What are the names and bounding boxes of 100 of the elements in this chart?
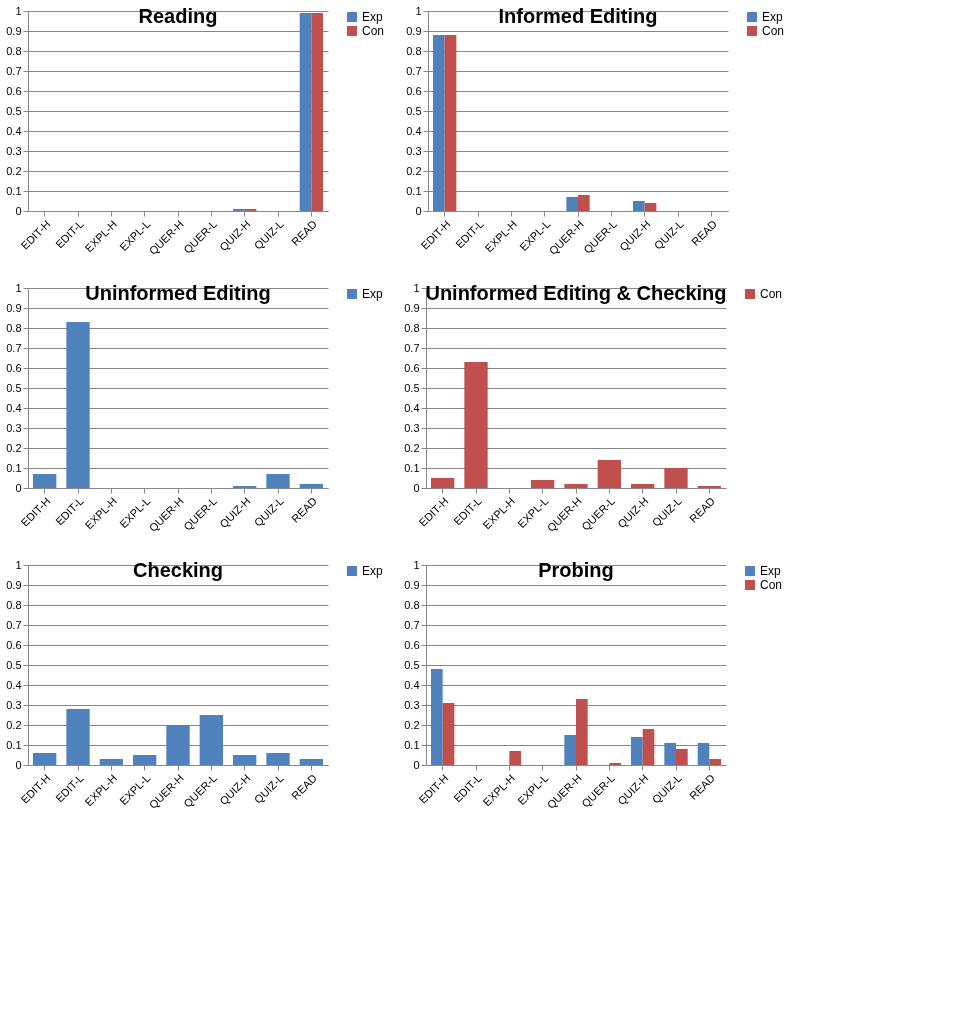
y-tick-label: 0.6 xyxy=(6,84,22,97)
y-tick-label: 0.7 xyxy=(6,64,22,77)
bar xyxy=(266,474,290,488)
y-tick-label: 0 xyxy=(415,204,422,217)
y-tick-label: 0.8 xyxy=(404,321,420,334)
legend-label: Con xyxy=(762,24,785,38)
y-tick-label: 0.2 xyxy=(404,718,420,731)
legend-label: Con xyxy=(760,287,783,301)
y-tick-label: 0.3 xyxy=(404,421,420,434)
y-tick-label: 1 xyxy=(15,4,22,17)
bar xyxy=(709,759,721,765)
y-tick-label: 0.6 xyxy=(406,84,422,97)
legend-label: Exp xyxy=(762,10,783,24)
bar xyxy=(531,480,555,488)
y-tick-label: 0.1 xyxy=(404,738,420,751)
y-tick-label: 0.2 xyxy=(406,164,422,177)
y-tick-label: 0.3 xyxy=(6,698,22,711)
bar xyxy=(444,35,457,211)
y-tick-label: 0 xyxy=(15,758,22,771)
bar xyxy=(133,755,157,765)
y-tick-label: 0.5 xyxy=(406,104,422,117)
y-tick-label: 0.9 xyxy=(6,301,22,314)
y-tick-label: 0.2 xyxy=(6,441,22,454)
y-tick-label: 0.7 xyxy=(6,618,22,631)
bar xyxy=(697,743,710,765)
y-tick-label: 1 xyxy=(15,281,22,294)
bar xyxy=(676,749,688,765)
bar xyxy=(633,201,645,211)
chart-title: Uninformed Editing xyxy=(85,282,271,304)
bar xyxy=(442,703,455,765)
y-tick-label: 0.5 xyxy=(6,658,22,671)
y-tick-label: 0.7 xyxy=(6,341,22,354)
bar xyxy=(642,729,655,765)
y-tick-label: 1 xyxy=(15,558,22,571)
bar xyxy=(631,484,655,488)
y-tick-label: 0.4 xyxy=(6,401,22,414)
bar xyxy=(99,759,123,765)
bar xyxy=(66,709,90,765)
chart-title: Uninformed Editing & Checking xyxy=(425,282,727,304)
legend-label: Exp xyxy=(362,287,383,301)
y-tick-label: 0.5 xyxy=(404,381,420,394)
legend-label: Con xyxy=(760,578,783,592)
bar xyxy=(631,737,643,765)
y-tick-label: 0.6 xyxy=(6,361,22,374)
y-tick-label: 0.4 xyxy=(6,678,22,691)
y-tick-label: 0 xyxy=(15,204,22,217)
y-tick-label: 1 xyxy=(415,4,422,17)
y-tick-label: 0.7 xyxy=(404,341,420,354)
y-tick-label: 0.9 xyxy=(406,24,422,37)
y-tick-label: 0.8 xyxy=(6,598,22,611)
bar xyxy=(299,484,323,488)
y-tick-label: 0.8 xyxy=(404,598,420,611)
y-tick-label: 0.1 xyxy=(404,461,420,474)
chart-title: Informed Editing xyxy=(498,5,658,27)
y-tick-label: 0.3 xyxy=(406,144,422,157)
chart-title: Probing xyxy=(538,559,614,581)
bar xyxy=(233,755,257,765)
bar xyxy=(464,362,488,488)
y-tick-label: 0.5 xyxy=(6,381,22,394)
y-tick-label: 1 xyxy=(413,558,420,571)
bar xyxy=(566,197,578,211)
y-tick-label: 0.2 xyxy=(404,441,420,454)
y-tick-label: 0.6 xyxy=(404,361,420,374)
y-tick-label: 0.7 xyxy=(406,64,422,77)
y-tick-label: 0.1 xyxy=(6,461,22,474)
y-tick-label: 0.5 xyxy=(6,104,22,117)
y-tick-label: 0.3 xyxy=(6,421,22,434)
y-tick-label: 0.3 xyxy=(404,698,420,711)
chart-title: Checking xyxy=(132,559,224,581)
y-tick-label: 0.2 xyxy=(6,164,22,177)
y-tick-label: 0.1 xyxy=(6,738,22,751)
y-tick-label: 0.3 xyxy=(6,144,22,157)
bar xyxy=(66,322,90,488)
bar xyxy=(576,699,588,765)
y-tick-label: 0.8 xyxy=(6,44,22,57)
legend-label: Exp xyxy=(362,564,383,578)
bar xyxy=(664,743,676,765)
bar xyxy=(433,35,445,211)
y-tick-label: 0.9 xyxy=(6,24,22,37)
y-tick-label: 0.9 xyxy=(404,301,420,314)
bar xyxy=(578,195,590,211)
legend-label: Con xyxy=(362,24,385,38)
y-tick-label: 0.4 xyxy=(404,678,420,691)
bar xyxy=(299,759,323,765)
bar xyxy=(166,725,190,765)
y-tick-label: 0.4 xyxy=(6,124,22,137)
bar xyxy=(33,474,57,488)
bar xyxy=(431,478,455,488)
chart-title: Reading xyxy=(138,5,218,27)
y-tick-label: 0.1 xyxy=(406,184,422,197)
y-tick-label: 0 xyxy=(413,758,420,771)
y-tick-label: 0 xyxy=(15,481,22,494)
y-tick-label: 0 xyxy=(413,481,420,494)
bar xyxy=(199,715,223,765)
y-tick-label: 0.2 xyxy=(6,718,22,731)
y-tick-label: 0.6 xyxy=(404,638,420,651)
y-tick-label: 0.6 xyxy=(6,638,22,651)
y-tick-label: 0.8 xyxy=(6,321,22,334)
bar xyxy=(564,735,576,765)
bar xyxy=(266,753,290,765)
